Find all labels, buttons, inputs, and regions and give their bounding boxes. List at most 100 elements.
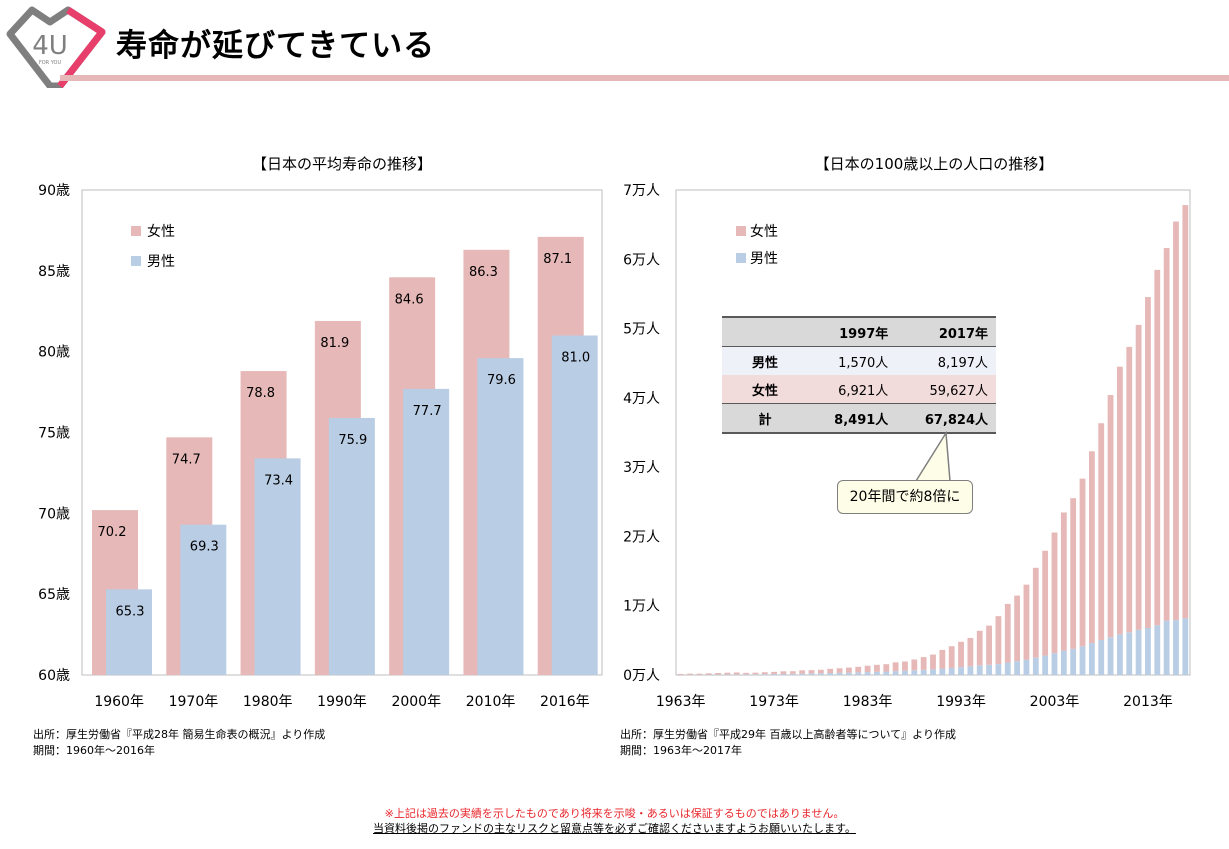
source-left: 出所：厚生労働省『平成28年 簡易生命表の概況』より作成 期間：1960年～20… [33,727,325,759]
chart2-bar-male [958,667,964,675]
chart1-x-tick-label: 1980年 [243,694,293,710]
chart1-x-tick-label: 2000年 [391,694,441,710]
chart1-x-tick-label: 1990年 [317,694,367,710]
chart2-bar-female [902,661,908,671]
company-logo: 4U FOR YOU [6,6,106,88]
chart2-title: 【日本の100歳以上の人口の推移】 [814,155,1054,173]
chart1-bar-male [254,458,301,675]
chart2-bar-male [864,672,871,675]
chart2-bar-female [836,668,843,673]
chart2-bar-male [1098,639,1105,675]
table-cell-value: 1,570人 [808,346,897,375]
chart2-bar-male [808,673,815,675]
chart2-bar-female [939,649,946,669]
chart1-y-tick-label: 75歳 [38,426,70,442]
page-title: 寿命が延びてきている [116,28,436,64]
chart2-bar-male [976,665,983,675]
chart2-bar-male [1173,620,1179,675]
chart2-bar-male [883,671,890,675]
chart1-bar-male [551,335,598,675]
chart2-x-tick-label: 1973年 [749,694,799,710]
title-divider [60,75,1229,81]
chart2-bar-female [911,659,918,671]
chart2-bar-male [1182,618,1189,675]
source-right-line1: 出所：厚生労働省『平成29年 百歳以上高齢者等について』より作成 [620,728,956,741]
chart2-bar-male [930,669,936,675]
chart2-x-tick-label: 1963年 [656,694,706,710]
chart2-bar-female [976,630,983,666]
chart2-y-tick-label: 2万人 [623,529,660,545]
chart1-data-label-male: 81.0 [561,351,590,366]
chart2-bar-female [780,671,787,674]
chart2-bar-male [1163,620,1170,675]
table-cell-label: 計 [722,403,808,434]
chart2-bar-female [817,669,824,674]
source-right-line2: 期間：1963年～2017年 [620,744,742,757]
chart2-bar-male [920,669,927,675]
chart1-data-label-female: 81.9 [320,336,349,351]
chart2-bar-female [1004,603,1011,663]
table-row-female: 女性 6,921人 59,627人 [722,375,996,404]
callout-box: 20年間で約8倍に [837,480,973,514]
chart2-y-tick-label: 4万人 [623,391,660,407]
chart2-x-tick-label: 2013年 [1123,694,1173,710]
chart2-bar-female [967,637,974,667]
chart1-y-tick-label: 60歳 [38,668,70,684]
chart2-bar-male [874,671,880,675]
chart2-bar-male [1004,662,1011,675]
chart1-bar-male [328,417,375,675]
chart1-legend-swatch-male [131,256,141,266]
chart2-bar-female [687,673,693,675]
chart2-bar-male [1135,629,1142,675]
chart2-bar-female [1135,324,1142,630]
chart2-legend-male: 男性 [750,251,778,267]
chart1-y-tick-label: 90歳 [38,183,70,199]
chart2-bar-male [827,673,834,675]
chart2-legend-swatch-female [736,226,746,236]
chart2-bar-female [752,672,759,675]
chart2-bar-female [696,673,703,675]
source-left-line1: 出所：厚生労働省『平成28年 簡易生命表の概況』より作成 [33,728,326,741]
chart2-bar-female [958,641,964,668]
chart1-data-label-male: 77.7 [413,404,442,419]
chart2-legend-swatch-male [736,253,746,263]
chart2-x-tick-label: 1983年 [843,694,893,710]
chart2-bar-female [930,654,936,670]
table-cell-value: 67,824人 [896,403,996,434]
chart2-bar-female [864,665,871,673]
chart2-bar-female [1014,595,1021,662]
chart1-data-label-female: 84.6 [395,292,424,307]
chart2-bar-male [902,670,908,675]
chart2-bar-male [799,673,806,675]
chart2-bar-male [1079,646,1086,675]
chart2-bar-male [967,666,974,675]
chart2-bar-female [1173,221,1179,621]
chart2-bar-female [771,671,778,675]
chart1-y-tick-label: 85歳 [38,264,70,280]
table-header-empty [722,316,808,347]
chart2-bar-female [677,673,684,675]
chart2-bar-female [808,670,815,674]
chart2-bar-female [892,662,899,672]
chart2-bar-male [855,672,862,675]
table-row-total: 計 8,491人 67,824人 [722,403,996,434]
chart1-legend-male: 男性 [147,254,175,270]
chart2-bar-male [1070,648,1077,675]
table-header-2017: 2017年 [896,316,996,347]
chart1-y-tick-label: 80歳 [38,345,70,361]
chart2-bar-female [1088,451,1095,644]
chart1-legend-swatch-female [131,226,141,236]
chart2-bar-male [1060,650,1067,675]
chart2-bar-female [1154,269,1161,626]
chart2-bar-female [920,657,927,670]
chart2-bar-male [1117,634,1123,675]
chart2-bar-male [1051,653,1058,675]
chart2-bar-male [1014,661,1021,675]
chart1-bar-male [477,358,524,675]
chart1-data-label-female: 74.7 [172,452,201,467]
chart2-bar-male [995,664,1002,675]
disclaimer-line2: 当資料後掲のファンドの主なリスクと留意点等を必ずご確認くださいますようお願いいた… [373,822,856,835]
chart2-bar-male [836,672,843,675]
chart2-bar-female [1098,423,1105,640]
chart2-bar-male [1126,632,1133,675]
